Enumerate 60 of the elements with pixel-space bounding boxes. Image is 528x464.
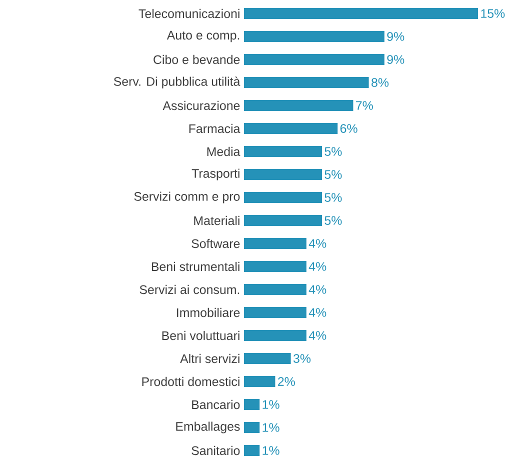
y-tick-label: Materiali: [194, 216, 240, 226]
bar: [244, 169, 322, 180]
data-label: 7%: [356, 101, 373, 110]
data-label: 6%: [340, 124, 358, 133]
data-label: 4%: [308, 262, 326, 271]
y-tick-label: Serv. Di pubblica utilità: [114, 76, 240, 88]
y-tick-label: Sanitario: [192, 446, 240, 456]
y-tick-label: Farmacia: [189, 124, 240, 134]
data-label: 1%: [262, 446, 280, 455]
bar: [244, 238, 306, 250]
y-tick-label: Cibo e bevande: [154, 54, 240, 64]
data-label: 4%: [308, 308, 326, 317]
data-label: 9%: [387, 32, 404, 41]
bar: [244, 215, 322, 226]
data-label: 3%: [293, 354, 311, 363]
bar: [244, 31, 384, 42]
data-label: 8%: [372, 78, 389, 87]
data-label: 4%: [308, 331, 326, 340]
data-label: 9%: [387, 55, 404, 64]
bar: [244, 353, 291, 364]
bar: [244, 284, 306, 296]
bar: [244, 445, 260, 456]
data-label: 1%: [262, 423, 280, 432]
data-label: 5%: [324, 170, 342, 179]
bar: [244, 77, 369, 88]
data-label: 5%: [324, 216, 342, 225]
data-label: 5%: [324, 193, 342, 202]
y-tick-label: Software: [192, 238, 240, 248]
y-tick-label: Trasporti: [192, 168, 240, 180]
bar: [244, 261, 306, 272]
data-label: 1%: [262, 400, 280, 409]
y-tick-label: Emballages: [176, 422, 240, 434]
y-tick-label: Auto e comp.: [166, 30, 240, 42]
bar: [244, 8, 478, 19]
data-label: 4%: [308, 285, 326, 294]
y-tick-label: Telecomunicazioni: [138, 8, 240, 18]
y-tick-label: Altri servizi: [180, 354, 240, 364]
data-label: 15%: [481, 9, 505, 18]
y-tick-label: Beni strumentali: [152, 262, 240, 272]
data-label: 5%: [324, 147, 342, 156]
data-label: 2%: [278, 377, 295, 386]
bar: [244, 123, 338, 134]
bar: [244, 146, 322, 157]
bar: [244, 399, 260, 410]
y-tick-label: Immobiliare: [177, 308, 240, 318]
bar: [244, 54, 384, 65]
data-label: 4%: [308, 239, 326, 248]
bar: [244, 192, 322, 204]
bar: [244, 307, 306, 318]
bar: [244, 100, 354, 111]
y-tick-label: Beni voluttuari: [162, 330, 240, 340]
bar: [244, 422, 260, 434]
y-tick-label: Bancario: [192, 400, 240, 410]
y-tick-label: Assicurazione: [162, 100, 240, 110]
y-tick-label: Servizi ai consum.: [140, 284, 240, 294]
bar: [244, 376, 276, 388]
bar: [244, 330, 306, 342]
y-tick-label: Servizi comm e pro: [134, 192, 240, 204]
y-tick-label: Prodotti domestici: [142, 376, 240, 386]
y-tick-label: Media: [207, 146, 240, 156]
